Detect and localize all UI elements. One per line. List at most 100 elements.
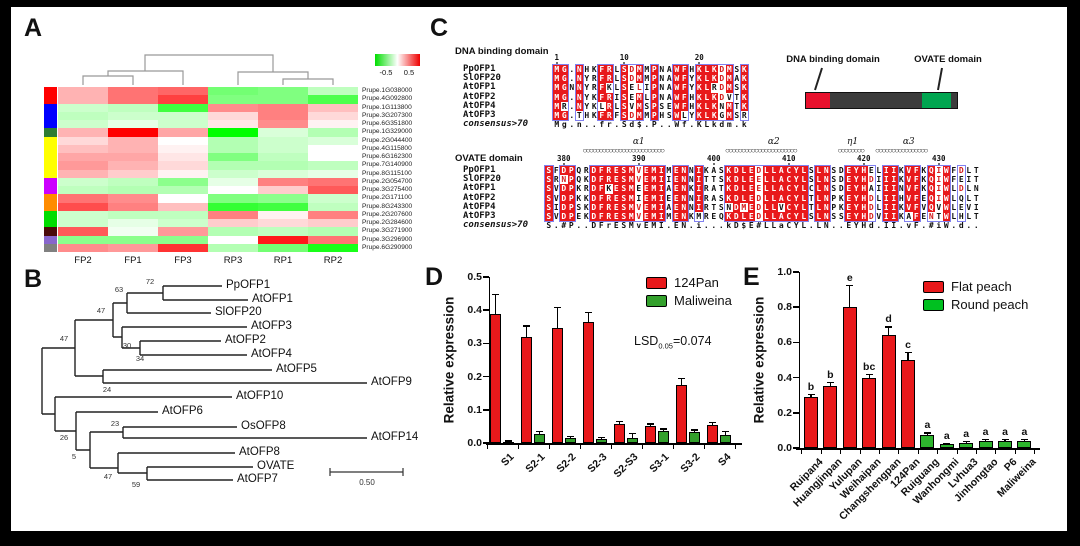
alignment-residue: K: [695, 101, 703, 111]
alignment-residue: S: [545, 202, 553, 212]
alignment-residue: A: [906, 212, 912, 221]
bar-Flat peach: [901, 360, 915, 448]
alignment-residue: S: [620, 184, 628, 194]
alignment-consensus-char: W: [943, 221, 949, 231]
alignment-residue: Y: [852, 193, 860, 203]
alignment-residue: P: [567, 175, 575, 185]
alignment-residue: E: [845, 202, 853, 212]
alignment-residue: W: [942, 166, 950, 176]
alignment-residue: I: [636, 193, 642, 203]
alignment-residue: F: [553, 166, 559, 175]
heatmap-cell: [108, 87, 158, 96]
alignment-consensus-char: .: [659, 120, 665, 130]
alignment-consensus-char: .: [711, 221, 717, 231]
heatmap-row-label: Prupe.1G329000: [362, 128, 413, 136]
alignment-consensus-char: K: [696, 120, 702, 130]
alignment-residue: L: [815, 166, 823, 176]
alignment-residue: S: [620, 83, 628, 93]
alignment-residue: P: [650, 74, 658, 84]
ovate-domain-segment: [922, 93, 951, 108]
alignment-residue: D: [732, 193, 740, 203]
helix-coil-glyph: ○○○○○○○○: [837, 146, 865, 155]
bar-Round peach: [959, 442, 974, 448]
alignment-residue: Q: [927, 184, 935, 194]
alignment-residue: M: [635, 111, 643, 121]
alignment-residue: K: [838, 193, 844, 203]
alignment-residue: L: [614, 65, 620, 74]
tree-tip-label: AtOFP7: [237, 473, 278, 485]
alignment-consensus-char: L: [704, 120, 710, 130]
error-bar-line: [569, 436, 572, 438]
alignment-consensus-char: f: [681, 120, 687, 130]
alignment-residue: D: [590, 166, 598, 176]
x-axis-line: [796, 448, 1040, 450]
heatmap-row-label: Prupe.1G038000: [362, 87, 413, 94]
alignment-residue: D: [732, 184, 740, 194]
alignment-residue: D: [590, 184, 598, 194]
alignment-residue: S: [620, 92, 628, 102]
alignment-residue: L: [815, 175, 823, 185]
heatmap-row-group-swatch: [44, 219, 57, 228]
alignment-consensus-char: .: [898, 221, 904, 231]
alignment-residue: L: [966, 184, 972, 194]
heatmap-dendrogram: [82, 54, 334, 85]
bar-124Pan: [583, 321, 594, 443]
alignment-consensus-char: F: [598, 221, 604, 231]
alignment-residue: K: [591, 101, 597, 111]
alignment-residue: I: [695, 166, 703, 176]
y-axis-line: [798, 272, 800, 450]
x-axis-tick: [820, 449, 822, 454]
alignment-residue: K: [898, 166, 904, 175]
bar-Maliweina: [627, 438, 638, 443]
dna-binding-domain-segment: [806, 93, 830, 108]
alignment-residue: T: [808, 193, 814, 203]
alignment-residue: N: [719, 101, 725, 111]
alignment-residue: Q: [927, 202, 935, 212]
bar-124Pan: [707, 424, 718, 443]
y-axis-tick: [483, 309, 489, 311]
legend-label-flat-peach: Flat peach: [951, 279, 1012, 294]
heatmap-cell: [308, 136, 358, 145]
alignment-residue: M: [635, 92, 643, 102]
alignment-residue: K: [921, 166, 927, 175]
heatmap-cell: [308, 210, 358, 219]
x-axis-tick: [859, 449, 861, 454]
alignment-residue: T: [718, 184, 724, 194]
bar-Maliweina: [720, 434, 731, 443]
alignment-residue: E: [666, 101, 672, 111]
heatmap-row-group-swatch: [44, 227, 57, 236]
alignment-residue: E: [642, 175, 650, 185]
alignment-residue: S: [666, 111, 672, 120]
heatmap-row-group-swatch: [44, 103, 57, 112]
y-axis-tick-label: 0.5: [467, 271, 482, 283]
heatmap-cell: [108, 227, 158, 236]
alignment-consensus-char: d: [958, 221, 964, 231]
significance-letter: a: [1021, 425, 1028, 438]
error-bar-cap: [865, 373, 873, 376]
tree-bootstrap-value: 34: [135, 354, 145, 363]
alignment-residue: E: [672, 184, 680, 194]
alignment-residue: V: [966, 202, 972, 212]
alignment-residue: R: [703, 202, 709, 212]
alignment-residue: H: [689, 101, 695, 111]
domain-diagram-ovate-label: OVATE domain: [914, 54, 982, 65]
heatmap-cell: [108, 153, 158, 162]
heatmap-row-group-swatch: [44, 194, 57, 203]
panel-b-label: B: [24, 265, 43, 293]
alignment-position-dot: [637, 162, 640, 165]
alignment-residue: .: [569, 92, 575, 102]
x-axis-tick: [548, 444, 550, 449]
heatmap-cell: [58, 219, 108, 228]
alignment-residue: N: [659, 65, 665, 74]
x-axis-tick: [995, 449, 997, 454]
alignment-residue: F: [598, 83, 606, 93]
heatmap-cell: [258, 243, 308, 252]
colorbar-max-label: 0.5: [403, 68, 415, 77]
significance-letter: bc: [863, 360, 876, 373]
alignment-residue: M: [627, 193, 635, 203]
heatmap-cell: [158, 136, 208, 145]
alignment-consensus-char: .: [876, 221, 882, 231]
heatmap-cell: [108, 235, 158, 244]
alignment-residue: K: [695, 111, 703, 121]
alignment-consensus-char: L: [771, 221, 777, 231]
